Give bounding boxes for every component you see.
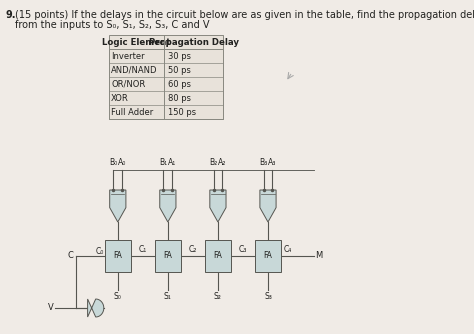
Text: 50 ps: 50 ps — [168, 65, 191, 74]
Text: from the inputs to S₀, S₁, S₂, S₃, C and V: from the inputs to S₀, S₁, S₂, S₃, C and… — [15, 20, 209, 30]
Text: S₁: S₁ — [164, 292, 172, 301]
Text: FA: FA — [164, 252, 172, 261]
Text: (15 points) If the delays in the circuit below are as given in the table, find t: (15 points) If the delays in the circuit… — [15, 10, 474, 20]
Text: A₁: A₁ — [168, 158, 176, 167]
Text: M: M — [316, 252, 323, 261]
Polygon shape — [260, 190, 276, 222]
Bar — [205, 240, 231, 272]
Text: C₀: C₀ — [96, 246, 104, 256]
Text: B₀: B₀ — [109, 158, 118, 167]
Text: B₃: B₃ — [259, 158, 268, 167]
Text: S₃: S₃ — [264, 292, 272, 301]
Text: 9.: 9. — [6, 10, 17, 20]
Text: 30 ps: 30 ps — [168, 51, 191, 60]
Text: C₁: C₁ — [139, 245, 147, 255]
Bar — [155, 240, 181, 272]
Text: Logic Element: Logic Element — [102, 37, 171, 46]
Bar — [109, 35, 223, 119]
Text: S₂: S₂ — [214, 292, 222, 301]
Text: C: C — [67, 252, 73, 261]
Bar — [105, 240, 131, 272]
Polygon shape — [210, 190, 226, 222]
Text: 150 ps: 150 ps — [168, 108, 196, 117]
Text: XOR: XOR — [111, 94, 129, 103]
Text: FA: FA — [213, 252, 222, 261]
Text: OR/NOR: OR/NOR — [111, 79, 146, 89]
Polygon shape — [88, 299, 104, 317]
Text: A₃: A₃ — [268, 158, 277, 167]
Text: A₂: A₂ — [218, 158, 227, 167]
Text: C₂: C₂ — [189, 245, 197, 255]
Text: C₃: C₃ — [239, 245, 247, 255]
Text: C₄: C₄ — [284, 245, 292, 255]
Text: B₁: B₁ — [159, 158, 167, 167]
Polygon shape — [109, 190, 126, 222]
Text: S₀: S₀ — [114, 292, 122, 301]
Polygon shape — [160, 190, 176, 222]
Text: Propagation Delay: Propagation Delay — [149, 37, 238, 46]
Text: AND/NAND: AND/NAND — [111, 65, 158, 74]
Text: Full Adder: Full Adder — [111, 108, 154, 117]
Text: A₀: A₀ — [118, 158, 127, 167]
Text: 60 ps: 60 ps — [168, 79, 191, 89]
Text: Inverter: Inverter — [111, 51, 145, 60]
Text: B₂: B₂ — [210, 158, 218, 167]
Text: 80 ps: 80 ps — [168, 94, 191, 103]
Text: V: V — [48, 304, 54, 313]
Text: FA: FA — [113, 252, 122, 261]
Text: FA: FA — [264, 252, 273, 261]
Bar — [255, 240, 281, 272]
